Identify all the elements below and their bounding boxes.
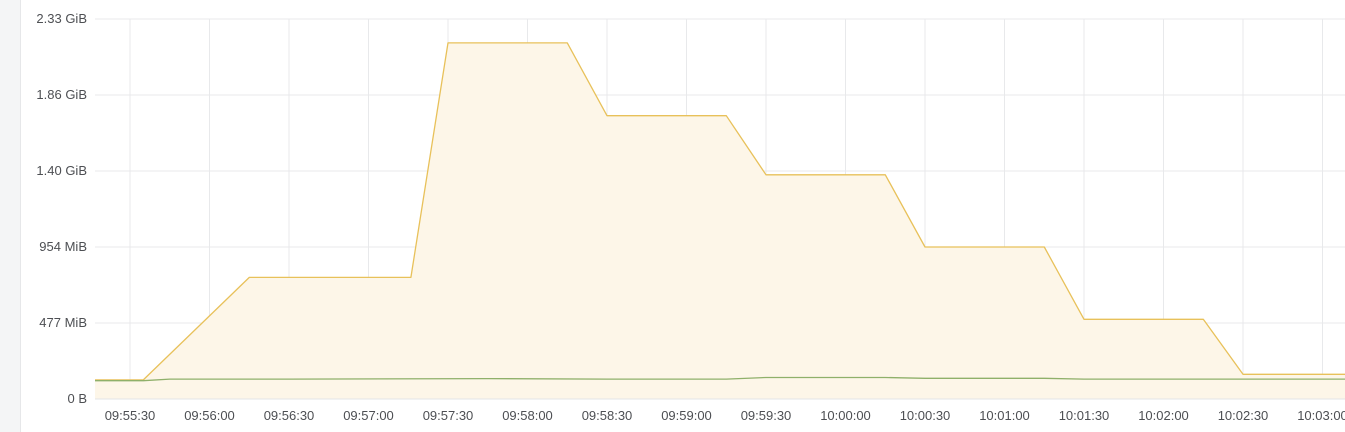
series-line <box>95 42 1345 381</box>
x-tick-label: 10:00:30 <box>900 408 951 423</box>
x-tick-label: 10:03:00 <box>1297 408 1345 423</box>
x-tick-label: 09:59:00 <box>661 408 712 423</box>
panel-edge <box>0 0 21 432</box>
x-tick-label: 09:59:30 <box>741 408 792 423</box>
y-tick-label: 1.86 GiB <box>36 87 87 102</box>
x-tick-label: 09:58:30 <box>582 408 633 423</box>
y-tick-label: 2.33 GiB <box>36 11 87 26</box>
y-tick-label: 1.40 GiB <box>36 163 87 178</box>
x-tick-label: 10:01:00 <box>979 408 1030 423</box>
x-tick-label: 10:00:00 <box>820 408 871 423</box>
x-tick-label: 09:56:00 <box>184 408 235 423</box>
x-tick-label: 09:57:00 <box>343 408 394 423</box>
x-tick-label: 10:02:30 <box>1218 408 1269 423</box>
x-tick-label: 10:01:30 <box>1059 408 1110 423</box>
series-layer <box>95 42 1345 399</box>
x-tick-label: 10:02:00 <box>1138 408 1189 423</box>
series-line <box>95 376 1345 382</box>
y-axis: 0 B 477 MiB 954 MiB 1.40 GiB 1.86 GiB 2.33 Gi… <box>36 11 87 406</box>
y-tick-label: 477 MiB <box>39 315 87 330</box>
y-tick-label: 0 B <box>67 391 87 406</box>
x-tick-label: 09:55:30 <box>105 408 156 423</box>
x-tick-label: 09:58:00 <box>502 408 553 423</box>
x-tick-label: 09:57:30 <box>423 408 474 423</box>
series-area <box>95 42 1345 399</box>
x-tick-label: 09:56:30 <box>264 408 315 423</box>
x-axis: 09:55:30 09:56:00 09:56:30 09:57:00 09:57:30… <box>95 398 1345 423</box>
y-tick-label: 954 MiB <box>39 239 87 254</box>
